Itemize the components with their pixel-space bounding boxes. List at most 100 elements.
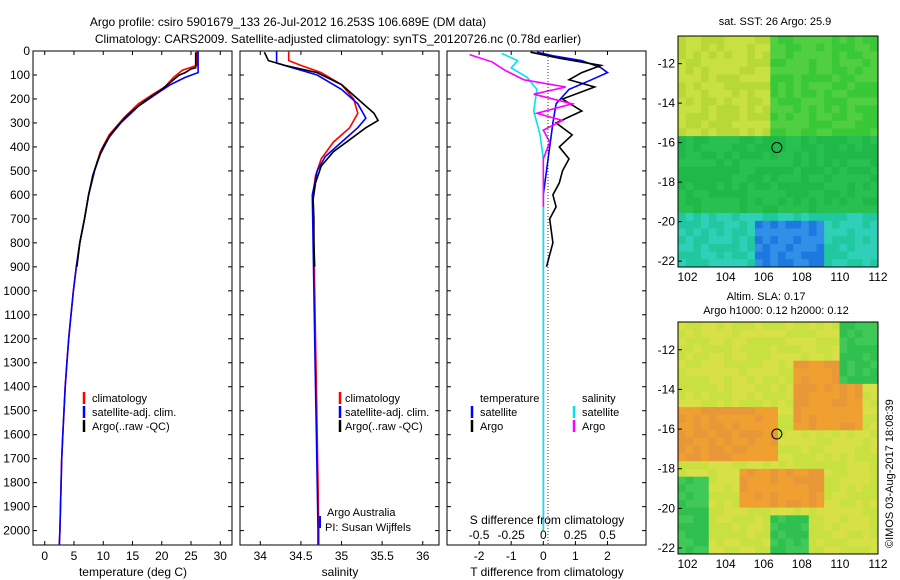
map-cell [816, 523, 825, 532]
map-cell [808, 507, 817, 516]
map-cell [785, 345, 794, 354]
map-cell [685, 228, 694, 237]
map-cell [724, 376, 733, 385]
map-cell [724, 74, 733, 83]
map-cell [801, 499, 810, 509]
map-cell [816, 159, 825, 168]
map-cell [693, 113, 702, 122]
map-cell [754, 251, 764, 260]
depth-tick-label: 1800 [3, 476, 30, 490]
map-cell [762, 228, 771, 237]
map-cell [793, 74, 802, 83]
temperature-curves [58, 51, 199, 546]
map-cell [708, 383, 717, 393]
map-cell [724, 492, 733, 501]
map-cell [708, 36, 717, 45]
series-line [76, 52, 197, 267]
map-cell [839, 113, 848, 122]
map-cell [839, 360, 848, 369]
map-cell [801, 243, 810, 253]
map-cell [770, 337, 779, 346]
map-cell [731, 414, 741, 424]
map-cell [793, 66, 802, 75]
map-cell [739, 105, 748, 114]
map-cell [854, 515, 864, 524]
map-cell [770, 476, 779, 485]
map-cell [831, 182, 841, 191]
map-cell [831, 383, 841, 393]
map-cell [716, 236, 725, 245]
map-cell [839, 461, 848, 470]
map-cell [801, 484, 810, 493]
map-cell [739, 213, 748, 222]
map-cell [824, 105, 833, 114]
map-cell [801, 407, 810, 416]
map-cell [747, 453, 756, 462]
map-cell [708, 197, 717, 206]
map-cell [793, 136, 802, 145]
map-cell [739, 484, 748, 493]
map-cell [724, 345, 733, 354]
map-cell [785, 205, 794, 214]
map-cell [785, 360, 794, 369]
map-cell [778, 391, 787, 400]
map-cell [693, 530, 702, 540]
map-cell [731, 213, 741, 222]
map-cell [808, 414, 817, 424]
map-cell [847, 174, 856, 183]
map-cell [685, 492, 694, 501]
map-cell [778, 368, 787, 377]
map-cell [693, 251, 702, 260]
map-cell [808, 345, 817, 354]
map-cell [701, 368, 710, 377]
map-cell [839, 329, 848, 338]
series-line [58, 51, 198, 546]
map-cell [816, 468, 825, 478]
map-cell [870, 36, 879, 45]
depth-tick-label: 100 [10, 68, 30, 82]
map-cell [854, 182, 864, 191]
map-cell [678, 128, 687, 137]
map-cell [724, 228, 733, 237]
map-cell [770, 368, 779, 377]
map-cell [778, 360, 787, 369]
map-x-tick-label: 112 [868, 270, 887, 284]
map-cell [724, 151, 733, 160]
map-cell [778, 97, 787, 106]
map-cell [731, 430, 741, 439]
map-cell [847, 438, 856, 447]
map-cell [747, 430, 756, 439]
map-cell [785, 438, 794, 447]
map-cell [770, 243, 779, 253]
map-cell [870, 136, 879, 145]
map-cell [854, 243, 864, 253]
map-y-tick-label: -20 [658, 501, 676, 515]
map-cell [847, 461, 856, 470]
map-cell [785, 337, 794, 346]
map-cell [685, 345, 694, 354]
map-cell [785, 197, 794, 206]
map-cell [831, 105, 841, 114]
map-cell [831, 213, 841, 222]
map-cell [762, 251, 771, 260]
map-cell [739, 82, 748, 91]
map-cell [731, 530, 741, 540]
map-cell [793, 407, 802, 416]
map-cell [870, 523, 879, 532]
map-cell [870, 515, 879, 524]
map-cell [693, 360, 702, 369]
map-cell [678, 322, 687, 331]
map-cell [854, 213, 864, 222]
map-cell [716, 468, 725, 478]
map-cell [701, 159, 710, 168]
map-cell [716, 89, 725, 99]
map-cell [770, 383, 779, 393]
map-cell [762, 438, 771, 447]
map-cell [716, 82, 725, 91]
map-cell [870, 220, 879, 229]
map-cell [716, 97, 725, 106]
map-cell [862, 468, 871, 478]
map-cell [793, 213, 802, 222]
credit-line2: PI: Susan Wijffels [325, 522, 411, 534]
